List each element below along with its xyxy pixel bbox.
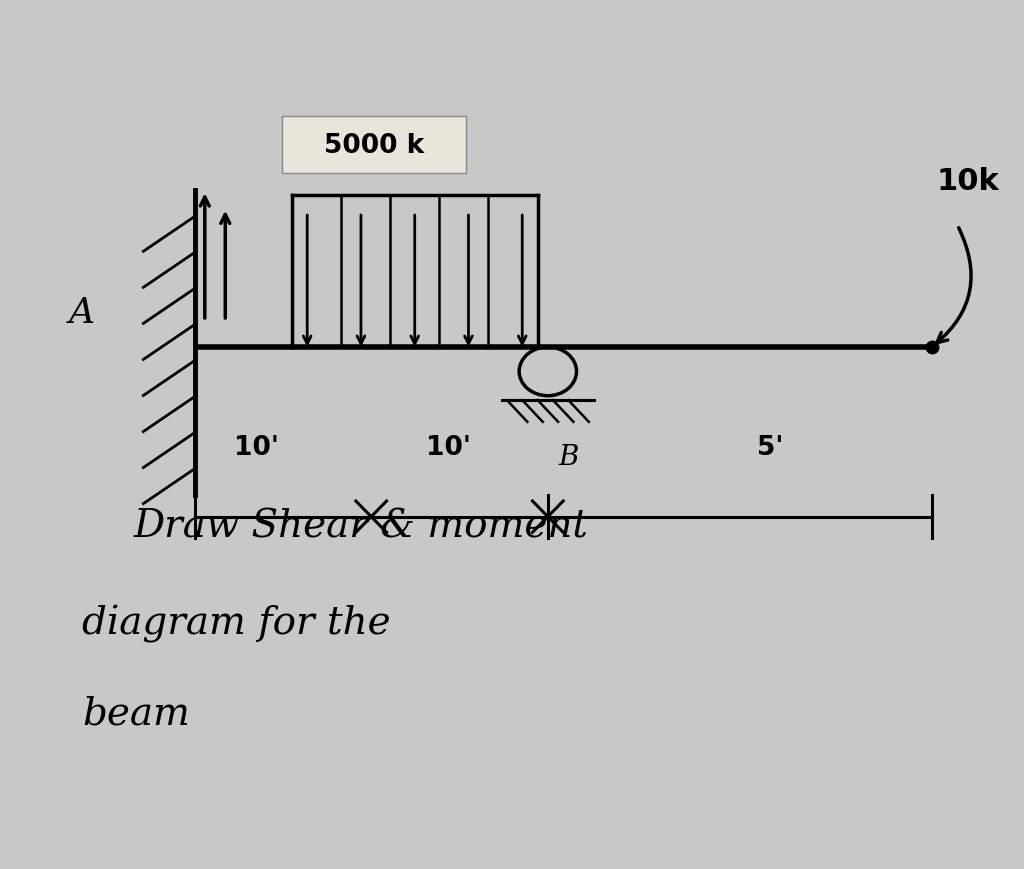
Text: 5': 5' xyxy=(758,434,783,461)
Text: Draw Shear & moment: Draw Shear & moment xyxy=(133,508,588,546)
Text: A: A xyxy=(69,295,95,330)
Text: beam: beam xyxy=(82,695,189,733)
Text: B: B xyxy=(558,443,579,470)
Text: 10': 10' xyxy=(426,434,470,461)
FancyBboxPatch shape xyxy=(282,117,466,174)
Text: 5000 k: 5000 k xyxy=(324,133,424,158)
Text: diagram for the: diagram for the xyxy=(82,604,390,642)
Text: 10': 10' xyxy=(233,434,279,461)
Text: 10k: 10k xyxy=(936,167,999,196)
